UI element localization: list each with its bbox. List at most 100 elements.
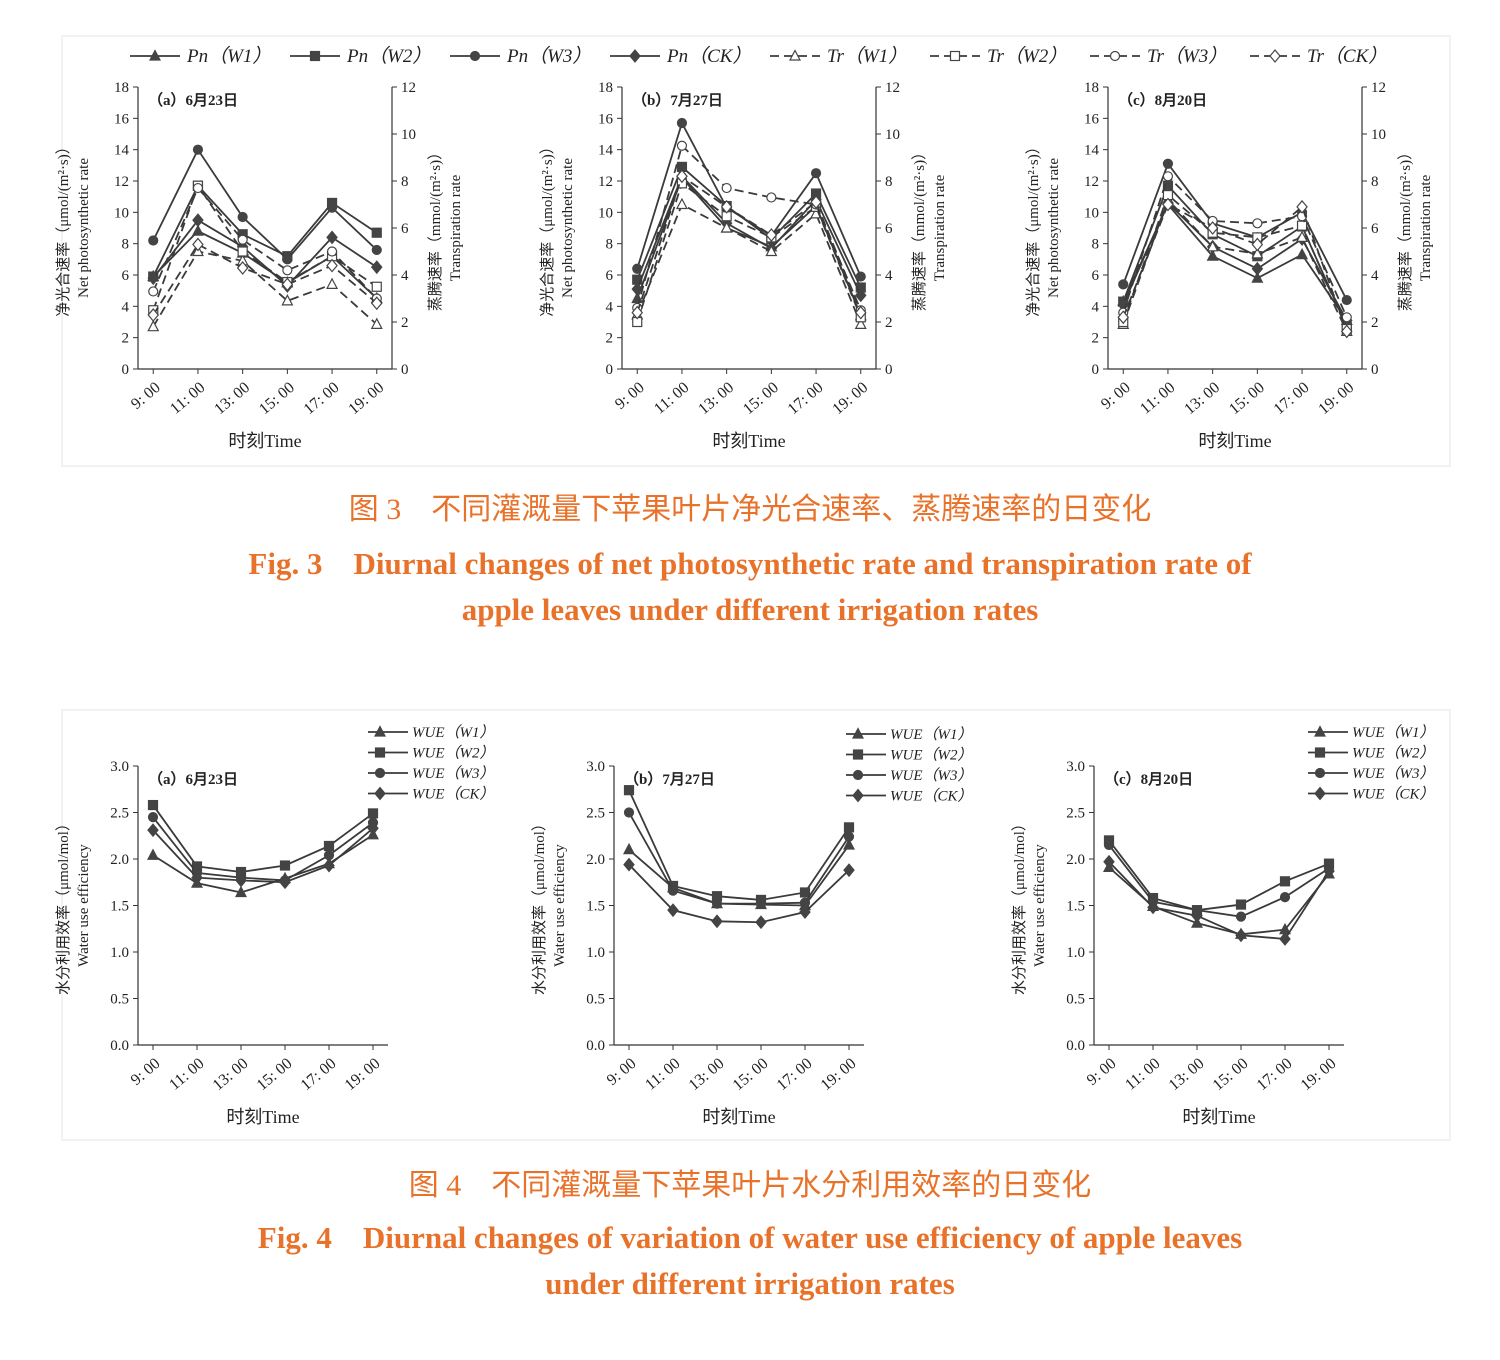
series-line — [628, 863, 850, 924]
legend-label: Tr（W2） — [987, 45, 1067, 67]
data-point — [192, 144, 204, 155]
data-point — [765, 228, 778, 242]
y-axis-label-right-cn: 蒸腾速率（mmol/(m²·s)） — [1397, 145, 1414, 311]
y-tick-label-left: 0.5 — [1066, 992, 1085, 1008]
data-point — [667, 903, 679, 918]
data-point — [147, 308, 160, 322]
series-line — [152, 147, 378, 261]
data-point — [855, 271, 866, 282]
series-line — [152, 816, 374, 882]
y-axis-label-left-en: Water use efficiency — [1032, 844, 1048, 967]
data-point — [854, 305, 867, 320]
data-point — [326, 246, 338, 257]
y-tick-label-right: 4 — [401, 268, 409, 284]
data-point — [1251, 271, 1264, 283]
data-point — [675, 197, 688, 210]
data-point — [854, 317, 867, 329]
y-tick-label-left: 3.0 — [586, 759, 605, 775]
figure-3: Pn（W1） Pn（W2） Pn（W3） Pn（CK） Tr（W1） Tr（W2） Tr（W… — [55, 35, 1451, 467]
legend-marker — [949, 50, 961, 62]
data-point — [1279, 932, 1291, 946]
legend-label: Pn（W3） — [506, 45, 591, 67]
series-line — [152, 804, 374, 873]
y-tick-label-left: 2.5 — [1066, 806, 1085, 822]
y-axis-label-left-cn: 水分利用效率（μmol/mol） — [55, 816, 72, 995]
legend-label: WUE（CK） — [890, 788, 973, 805]
legend-item-pn-ck: Pn（CK） — [610, 45, 751, 67]
y-tick-label-left: 0 — [1092, 362, 1100, 378]
data-point — [371, 227, 382, 238]
y-tick-label-left: 3.0 — [110, 759, 129, 775]
data-point — [667, 885, 679, 896]
legend-item-wue-w3: WUE（W3） — [368, 765, 495, 782]
data-point — [623, 857, 635, 872]
data-point — [326, 258, 338, 273]
y-axis-label-left-cn: 净光合速率（μmol/(m²·s)） — [55, 139, 72, 317]
data-point — [810, 168, 822, 179]
legend-label: Pn（W2） — [346, 45, 431, 67]
data-point — [1251, 261, 1264, 276]
y-tick-label-left: 4 — [1092, 299, 1100, 315]
series-wue-w3 — [623, 807, 855, 909]
series-line — [1108, 839, 1330, 912]
chart-title: （a）6月23日 — [148, 91, 238, 109]
y-axis-label-left-en: Net photosynthetic rate — [560, 158, 576, 298]
data-point — [1103, 839, 1115, 851]
data-point — [191, 224, 204, 236]
legend-marker — [1314, 767, 1326, 779]
data-point — [810, 195, 822, 210]
legend-marker — [374, 767, 386, 779]
y-tick-label-left: 6 — [1092, 268, 1100, 284]
legend-item-wue-w1: WUE（W1） — [846, 726, 973, 743]
data-point — [191, 870, 203, 885]
legend-item-wue-w2: WUE（W2） — [368, 745, 495, 762]
data-point — [370, 296, 383, 311]
data-point — [1191, 908, 1203, 923]
series-tr-ck — [631, 169, 867, 320]
y-tick-label-right: 10 — [885, 127, 900, 143]
x-axis-label: 时刻Time — [712, 431, 785, 451]
y-axis-label-left-cn: 净光合速率（μmol/(m²·s)） — [1025, 139, 1042, 317]
legend-marker — [149, 49, 161, 61]
y-tick-label-right: 12 — [401, 80, 416, 96]
legend-marker — [374, 747, 386, 758]
data-point — [1235, 911, 1247, 922]
legend-item-pn-w1: Pn（W1） — [130, 45, 271, 67]
legend-label: WUE（W2） — [412, 745, 495, 762]
y-tick-label-left: 0.5 — [586, 992, 605, 1008]
legend-label: Pn（W1） — [186, 45, 271, 67]
data-point — [843, 863, 855, 878]
y-tick-label-right: 6 — [885, 221, 893, 237]
legend-marker — [852, 769, 864, 781]
data-point — [326, 202, 338, 213]
data-point — [1252, 218, 1263, 229]
y-axis-label-left-en: Net photosynthetic rate — [76, 158, 92, 298]
legend-label: WUE（W2） — [1352, 745, 1435, 762]
series-line — [636, 203, 862, 325]
y-tick-label-left: 3.0 — [1066, 759, 1085, 775]
y-tick-label-left: 4 — [122, 299, 130, 315]
y-axis-label-left-cn: 水分利用效率（μmol/mol） — [531, 816, 548, 995]
y-tick-label-left: 1.0 — [110, 945, 129, 961]
legend-marker — [374, 725, 386, 737]
data-point — [1296, 220, 1308, 231]
data-point — [236, 261, 249, 275]
y-tick-label-right: 0 — [1371, 362, 1379, 378]
data-point — [323, 840, 335, 852]
data-point — [1206, 240, 1219, 252]
figure-3-legend: Pn（W1） Pn（W2） Pn（W3） Pn（CK） Tr（W1） Tr（W2） Tr（W… — [130, 45, 1387, 67]
y-tick-label-left: 18 — [598, 80, 613, 96]
series-tr-ck — [147, 237, 383, 322]
data-point — [279, 860, 291, 871]
data-point — [148, 235, 159, 246]
y-tick-label-right: 6 — [401, 221, 409, 237]
legend-marker — [852, 749, 864, 760]
data-point — [147, 812, 159, 823]
chart-title: （b）7月27日 — [632, 91, 723, 109]
data-point — [1296, 247, 1309, 260]
y-tick-label-left: 1.5 — [1066, 899, 1085, 915]
data-point — [755, 898, 767, 909]
fig4-caption-en-line2: under different irrigation rates — [545, 1266, 955, 1301]
series-tr-ck — [1117, 197, 1353, 339]
legend-marker — [1314, 725, 1326, 737]
